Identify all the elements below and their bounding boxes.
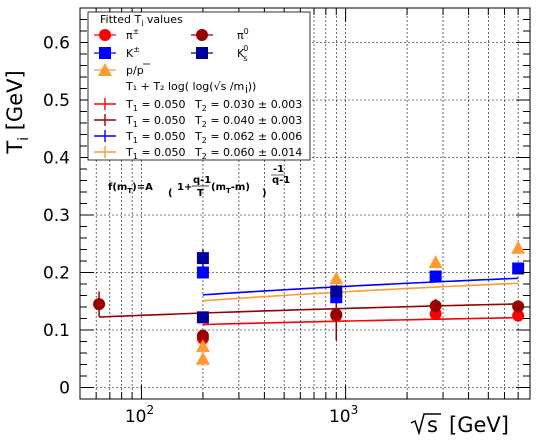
formula-left-paren: ( [168, 188, 173, 199]
svg-text:K0s: K0 s [237, 44, 248, 63]
y-tick-label: 0.5 [43, 91, 70, 111]
y-tick-label: 0.2 [43, 264, 70, 284]
legend-fit-t1: T1 = 0.050 [125, 130, 186, 145]
data-point-pion_charged [512, 309, 525, 322]
legend-title: Fitted Ti values [100, 13, 183, 28]
svg-text:π±: π± [126, 27, 139, 42]
legend-fit-form: T₁ + T₂ log( log(√s /m )) [125, 80, 256, 93]
legend-fit-t1: T1 = 0.050 [125, 146, 186, 161]
x-tick-label: 102 [125, 403, 154, 427]
y-axis-label-main: T [3, 141, 27, 155]
y-tick-label: 0.6 [43, 34, 70, 54]
data-point-pion_neutral [196, 329, 209, 342]
data-point-pion_neutral [330, 308, 343, 321]
y-axis-label-sub: i [16, 137, 32, 141]
data-point-proton [195, 351, 210, 365]
legend-entry-kaon-short: K0 s [191, 44, 248, 63]
legend-entry-pion-neutral: π0 [191, 27, 249, 42]
legend-entry-kaon-charged: K± [94, 45, 140, 60]
fit-curves [99, 277, 519, 326]
y-tick-label: 0.4 [43, 149, 70, 169]
data-point-kaon_short [196, 311, 209, 324]
svg-text:Ti [GeV]: Ti [GeV] [3, 70, 32, 154]
data-points [93, 240, 526, 365]
data-point-proton [329, 271, 344, 285]
svg-text:K±: K± [126, 45, 140, 60]
y-tick-label: 0.3 [43, 206, 70, 226]
legend-fit-t1: T1 = 0.050 [125, 98, 186, 113]
data-point-kaon_charged [196, 266, 209, 279]
legend-fit-t2: T2 = 0.062 ± 0.006 [194, 130, 302, 145]
legend-fit-t2: T2 = 0.040 ± 0.003 [194, 114, 302, 129]
y-tick-label: 0.1 [43, 321, 70, 341]
legend-fit-rows: T1 = 0.050 T2 = 0.030 ± 0.003 T1 = 0.050 T2… [94, 98, 302, 161]
legend: Fitted Ti values π± π0 K± K0 s p/p T₁ + [87, 11, 311, 161]
data-point-proton [428, 255, 443, 269]
svg-text:f(mT)=A: f(mT)=A [108, 182, 153, 195]
svg-text:(mT-m): (mT-m) [211, 182, 250, 195]
svg-text:q-1: q-1 [193, 175, 211, 186]
legend-entry-pion-charged: π± [94, 27, 139, 42]
x-tick-label: 103 [329, 403, 358, 427]
svg-text:-1: -1 [273, 164, 284, 175]
y-tick-label: 0 [59, 379, 70, 399]
legend-fit-t1: T1 = 0.050 [125, 114, 186, 129]
svg-text:q-1: q-1 [272, 175, 290, 186]
legend-fit-form-sub: i [245, 83, 248, 96]
formula-right-paren: ) [262, 188, 267, 199]
axes: 0 0.1 0.2 0.3 0.4 0.5 0.6 102 103 [43, 8, 531, 427]
svg-text:π0: π0 [237, 27, 249, 42]
data-point-pion_neutral [512, 300, 525, 313]
x-axis-label: s [GeV] [410, 413, 509, 437]
x-axis-label-root: s [427, 413, 438, 437]
fit-curve [202, 277, 519, 296]
fit-curve [202, 316, 519, 326]
data-point-pion_neutral [93, 298, 106, 311]
legend-fit-t2: T2 = 0.060 ± 0.014 [194, 146, 302, 161]
svg-text:1+: 1+ [177, 182, 192, 193]
x-axis-label-unit: [GeV] [449, 413, 509, 437]
svg-text:T: T [197, 188, 204, 199]
tsallis-formula: f(mT)=A ( 1+ q-1 T (mT-m) ) -1 q-1 [108, 164, 290, 199]
data-point-proton [511, 240, 526, 254]
y-axis-label: Ti [GeV] [3, 70, 32, 154]
legend-entry-proton: p/p [94, 63, 150, 77]
data-point-kaon_short [330, 285, 343, 298]
data-point-kaon_charged [512, 262, 525, 275]
data-point-proton [195, 339, 210, 353]
data-point-pion_neutral [429, 299, 442, 312]
fit-curve [99, 303, 519, 318]
legend-fit-t2: T2 = 0.030 ± 0.003 [194, 98, 302, 113]
fit-curve [202, 282, 519, 302]
data-point-kaon_short [196, 252, 209, 265]
y-axis-label-unit: [GeV] [3, 70, 27, 130]
data-point-kaon_charged [429, 270, 442, 283]
svg-text:p/p: p/p [126, 64, 144, 77]
sqrt-symbol [410, 413, 441, 436]
